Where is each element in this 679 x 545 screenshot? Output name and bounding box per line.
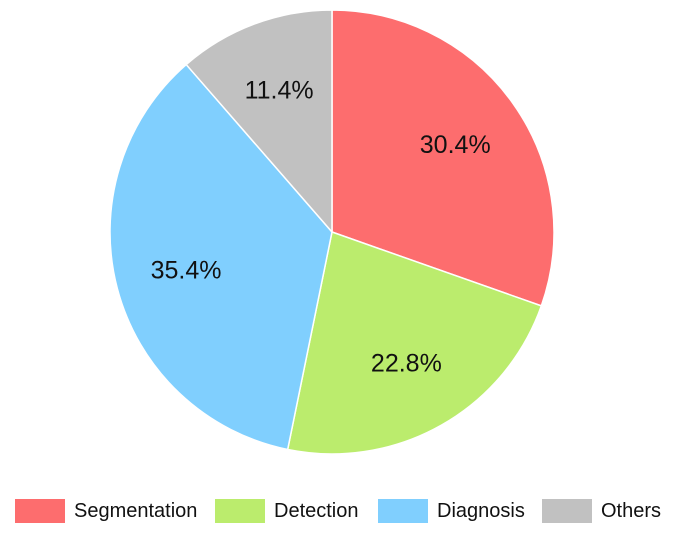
pie-label-segmentation: 30.4% <box>420 131 491 159</box>
legend-item-detection: Detection <box>215 499 359 523</box>
chart-legend: Segmentation Detection Diagnosis Others <box>15 499 661 523</box>
pie-label-detection: 22.8% <box>371 349 442 377</box>
pie-slices <box>109 9 555 455</box>
pie-slice-detection <box>286 231 543 455</box>
legend-swatch-segmentation <box>15 499 65 523</box>
legend-item-diagnosis: Diagnosis <box>378 499 525 523</box>
legend-item-segmentation: Segmentation <box>15 499 197 523</box>
pie-label-others: 11.4% <box>245 77 314 105</box>
legend-swatch-detection <box>215 499 265 523</box>
pie-slice-others <box>185 9 333 233</box>
legend-label-diagnosis: Diagnosis <box>437 500 525 522</box>
pie-label-diagnosis: 35.4% <box>151 256 222 284</box>
legend-label-detection: Detection <box>274 500 359 522</box>
legend-swatch-others <box>542 499 592 523</box>
legend-label-others: Others <box>601 500 661 522</box>
pie-slice-diagnosis <box>109 63 333 451</box>
pie-slice-segmentation <box>331 9 555 307</box>
legend-label-segmentation: Segmentation <box>74 500 197 522</box>
legend-swatch-diagnosis <box>378 499 428 523</box>
legend-item-others: Others <box>542 499 661 523</box>
pie-percentage-labels: 30.4% 22.8% 35.4% 11.4% <box>151 77 491 378</box>
